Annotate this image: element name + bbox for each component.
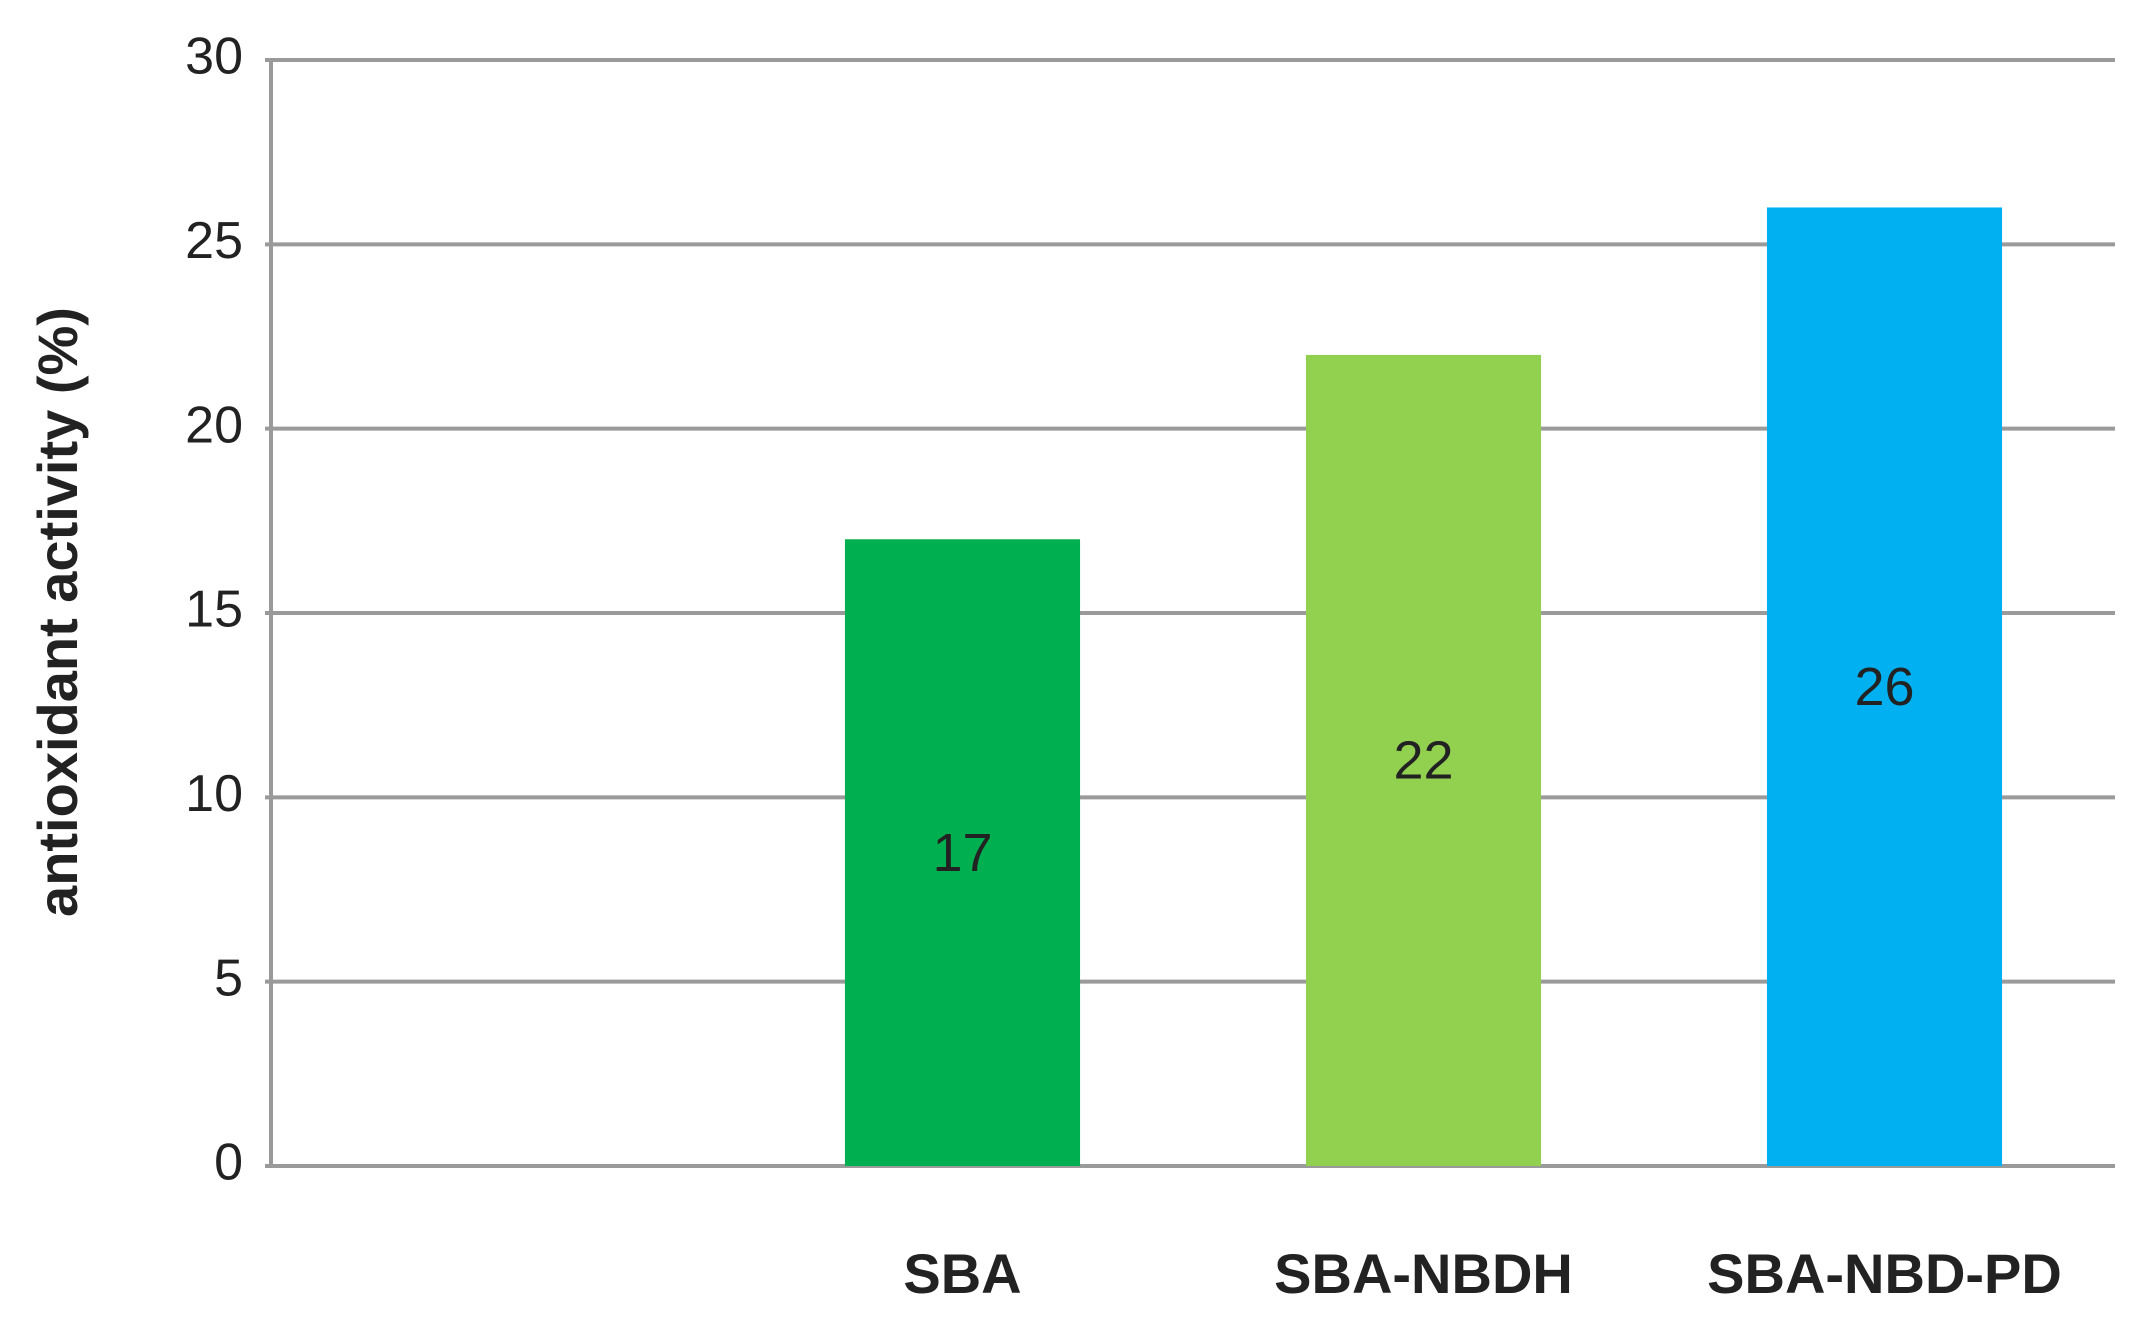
value-label: 26 (1854, 657, 1914, 717)
y-tick-label: 5 (214, 949, 243, 1007)
y-tick-label: 25 (185, 212, 243, 270)
value-label: 17 (932, 823, 992, 883)
y-tick-label: 15 (185, 581, 243, 639)
bar (1766, 207, 2003, 1166)
bar (844, 539, 1081, 1166)
y-axis-label: antioxidant activity (%) (26, 307, 89, 917)
x-tick-label: SBA (903, 1242, 1021, 1305)
y-tick-label: 30 (185, 28, 243, 86)
value-label: 22 (1393, 731, 1453, 791)
x-tick-label: SBA-NBDH (1274, 1242, 1573, 1305)
y-tick-label: 10 (185, 765, 243, 823)
y-tick-label: 0 (214, 1134, 243, 1192)
bar (1305, 354, 1542, 1166)
y-tick-label: 20 (185, 396, 243, 454)
x-tick-label: SBA-NBD-PD (1707, 1242, 2062, 1305)
